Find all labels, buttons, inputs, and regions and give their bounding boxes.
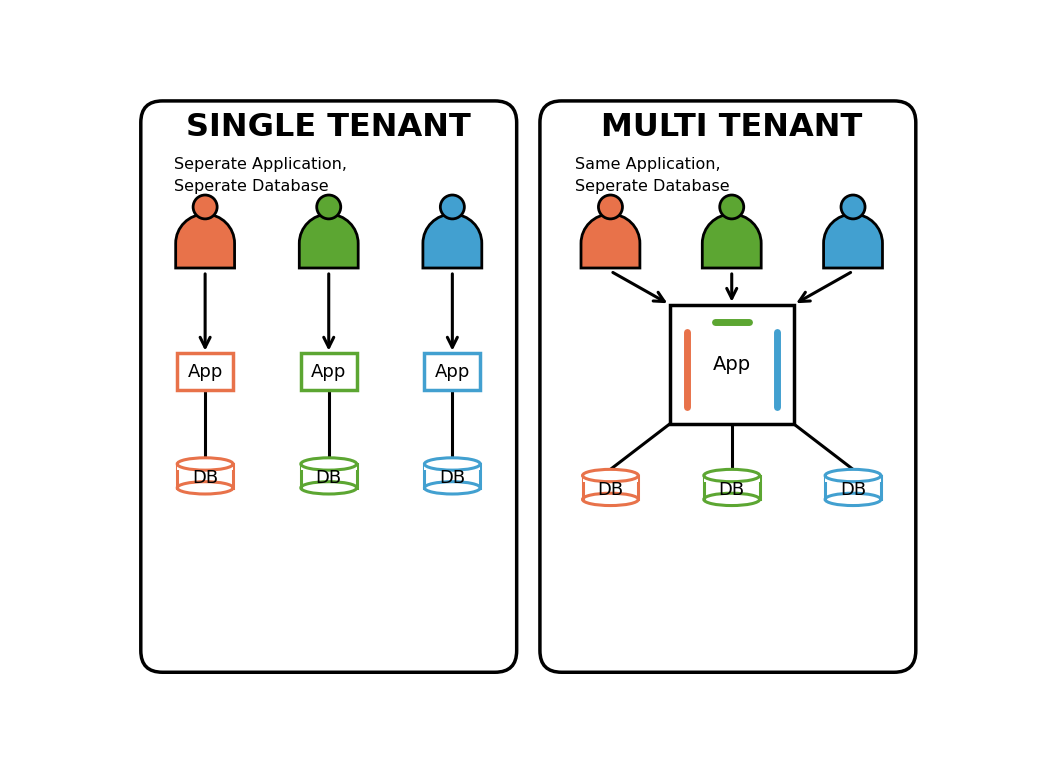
Text: App: App [712,354,751,374]
Bar [301,464,357,488]
Bar [177,464,234,470]
Ellipse shape [177,481,234,494]
Text: Seperate Application,
Seperate Database: Seperate Application, Seperate Database [175,157,347,194]
Bar [825,475,881,500]
Ellipse shape [177,458,234,470]
Text: DB: DB [839,481,866,499]
FancyBboxPatch shape [424,354,481,390]
Text: DB: DB [598,481,624,499]
Text: DB: DB [316,469,342,487]
Bar [424,464,481,488]
Ellipse shape [583,494,639,506]
FancyBboxPatch shape [177,354,234,390]
FancyBboxPatch shape [301,354,357,390]
Bar [424,464,481,470]
PathPatch shape [176,214,235,268]
Bar [301,464,357,470]
Ellipse shape [301,481,357,494]
PathPatch shape [824,214,883,268]
FancyBboxPatch shape [540,101,916,672]
FancyBboxPatch shape [670,305,794,424]
Circle shape [841,195,865,219]
PathPatch shape [423,214,482,268]
PathPatch shape [581,214,640,268]
Circle shape [720,195,744,219]
PathPatch shape [703,214,762,268]
Bar [583,475,639,500]
Ellipse shape [704,494,760,506]
Ellipse shape [704,469,760,481]
Bar [704,475,760,481]
Bar [825,475,881,481]
Ellipse shape [825,469,881,481]
Bar [704,475,760,500]
Text: App: App [311,363,346,381]
Circle shape [599,195,623,219]
Circle shape [194,195,217,219]
PathPatch shape [299,214,358,268]
Text: DB: DB [719,481,745,499]
Text: App: App [187,363,223,381]
Text: MULTI TENANT: MULTI TENANT [601,112,863,143]
Text: SINGLE TENANT: SINGLE TENANT [186,112,471,143]
Ellipse shape [424,458,481,470]
Text: DB: DB [193,469,218,487]
Ellipse shape [825,494,881,506]
Text: Same Application,
Seperate Database: Same Application, Seperate Database [574,157,729,194]
Text: DB: DB [440,469,465,487]
Bar [583,475,639,481]
Circle shape [317,195,341,219]
Circle shape [441,195,464,219]
Ellipse shape [583,469,639,481]
Ellipse shape [424,481,481,494]
FancyBboxPatch shape [141,101,517,672]
Text: App: App [434,363,470,381]
Bar [177,464,234,488]
Ellipse shape [301,458,357,470]
